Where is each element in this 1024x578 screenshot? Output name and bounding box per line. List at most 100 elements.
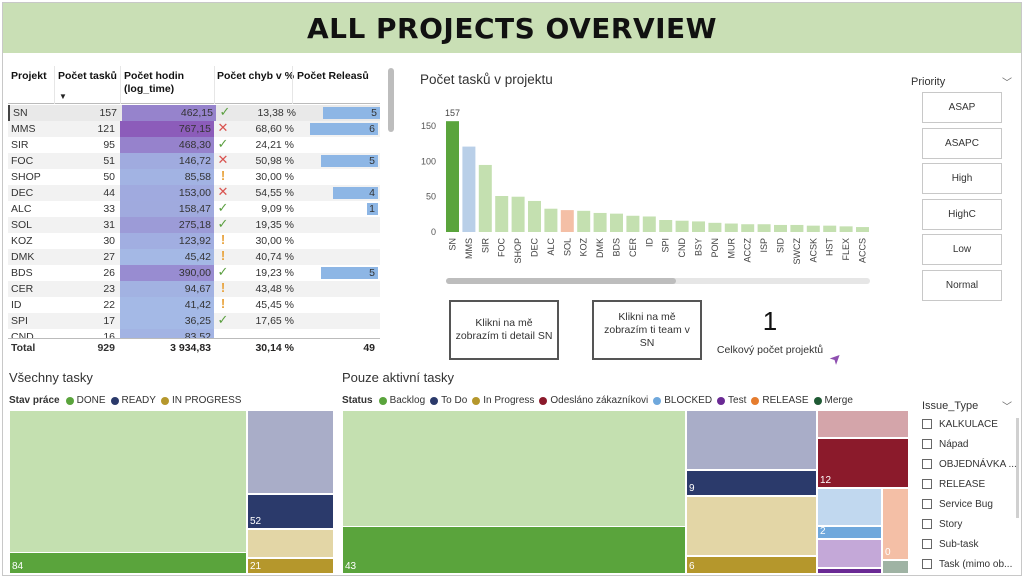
bar-accs[interactable] bbox=[856, 227, 869, 232]
bar-pon[interactable] bbox=[708, 222, 722, 232]
treemap-odeslano[interactable]: 12 bbox=[817, 438, 909, 488]
bar-cnd[interactable] bbox=[675, 220, 689, 232]
legend-item[interactable]: IN PROGRESS bbox=[160, 395, 241, 406]
priority-option-low[interactable]: Low bbox=[922, 234, 1002, 265]
priority-option-normal[interactable]: Normal bbox=[922, 269, 1002, 301]
bar-spi[interactable] bbox=[659, 220, 673, 232]
legend-item[interactable]: To Do bbox=[430, 395, 467, 406]
treemap-inprogress-active-light[interactable] bbox=[686, 496, 817, 556]
treemap-inprogress-active[interactable]: 6 bbox=[686, 556, 817, 574]
table-row[interactable]: CER 23 94,67! 43,48 % bbox=[8, 281, 380, 297]
team-sn-button[interactable]: Klikni na mě zobrazím ti team v SN bbox=[592, 300, 702, 360]
table-row[interactable]: MMS 121 767,15 ✕ 68,60 % 6 bbox=[8, 121, 380, 137]
bar-accz[interactable] bbox=[741, 224, 755, 232]
bar-shop[interactable] bbox=[511, 196, 525, 232]
treemap-ready[interactable]: 52 bbox=[247, 494, 334, 529]
table-row[interactable]: DMK 27 45,42! 40,74 % bbox=[8, 249, 380, 265]
priority-option-high[interactable]: High bbox=[922, 163, 1002, 194]
bar-alc[interactable] bbox=[544, 208, 558, 232]
table-row[interactable]: ID 22 41,42! 45,45 % bbox=[8, 297, 380, 313]
issue-type-option[interactable]: RELEASE bbox=[922, 476, 1018, 492]
legend-item[interactable]: Merge bbox=[813, 395, 853, 406]
treemap-inprogress[interactable]: 21 bbox=[247, 558, 334, 574]
table-row[interactable]: CND 16 83,52 bbox=[8, 329, 380, 338]
bar-swcz[interactable] bbox=[790, 224, 804, 232]
chart-scrollbar[interactable] bbox=[446, 278, 870, 284]
table-scrollbar[interactable] bbox=[388, 68, 394, 132]
treemap-ready-light[interactable] bbox=[247, 410, 334, 494]
checkbox[interactable] bbox=[922, 479, 932, 489]
bar-id[interactable] bbox=[642, 216, 656, 232]
issue-type-option[interactable]: Service Bug bbox=[922, 496, 1018, 512]
bar-bds[interactable] bbox=[610, 213, 623, 232]
checkbox[interactable] bbox=[922, 559, 932, 569]
legend-item[interactable]: RELEASE bbox=[751, 395, 809, 406]
col-header-tasks[interactable]: Počet tasků bbox=[58, 70, 117, 82]
treemap-done[interactable]: 84 bbox=[9, 552, 247, 574]
checkbox[interactable] bbox=[922, 419, 932, 429]
bar-sir[interactable] bbox=[478, 164, 492, 232]
bar-sol[interactable] bbox=[560, 210, 574, 232]
sort-desc-icon[interactable]: ▼ bbox=[59, 92, 67, 101]
detail-sn-button[interactable]: Klikni na mě zobrazím ti detail SN bbox=[449, 300, 559, 360]
legend-item[interactable]: READY bbox=[110, 395, 156, 406]
col-header-hours[interactable]: Počet hodin (log_time) bbox=[124, 70, 185, 95]
table-row[interactable]: SIR 95 468,30 ✓ 24,21 % bbox=[8, 137, 380, 153]
chart-scrollbar-thumb[interactable] bbox=[446, 278, 676, 284]
treemap-backlog[interactable]: 43 bbox=[342, 526, 686, 574]
legend-item[interactable]: BLOCKED bbox=[653, 395, 712, 406]
issue-type-option[interactable]: Story bbox=[922, 516, 1018, 532]
treemap-odeslano-light[interactable] bbox=[817, 410, 909, 438]
bar-dmk[interactable] bbox=[593, 212, 607, 232]
treemap-test[interactable] bbox=[817, 568, 882, 574]
table-row[interactable]: SPI 17 36,25 ✓ 17,65 % bbox=[8, 313, 380, 329]
issue-type-scrollbar[interactable] bbox=[1016, 418, 1019, 518]
checkbox[interactable] bbox=[922, 539, 932, 549]
col-header-projekt[interactable]: Projekt bbox=[11, 70, 47, 82]
bar-mur[interactable] bbox=[724, 223, 738, 232]
checkbox[interactable] bbox=[922, 459, 932, 469]
bar-flex[interactable] bbox=[839, 226, 853, 232]
priority-option-highc[interactable]: HighC bbox=[922, 198, 1002, 230]
treemap-todo[interactable]: 9 bbox=[686, 470, 817, 496]
issue-type-option[interactable]: OBJEDNÁVKA ... bbox=[922, 456, 1018, 472]
table-row[interactable]: ALC 33 158,47 ✓ 9,09 % 1 bbox=[8, 201, 380, 217]
treemap-test-light[interactable] bbox=[817, 539, 882, 568]
chevron-down-icon[interactable]: ﹀ bbox=[1002, 78, 1012, 89]
priority-option-asapc[interactable]: ASAPC bbox=[922, 127, 1002, 159]
bar-cer[interactable] bbox=[626, 215, 640, 232]
treemap-blocked-light[interactable] bbox=[817, 488, 882, 526]
table-row[interactable]: SN 157 462,15 ✓ 13,38 % 5 bbox=[8, 105, 380, 121]
checkbox[interactable] bbox=[922, 439, 932, 449]
issue-type-option[interactable]: Sub-task bbox=[922, 536, 1018, 552]
bar-isp[interactable] bbox=[757, 224, 771, 232]
legend-item[interactable]: DONE bbox=[65, 395, 106, 406]
treemap-inprogress-light[interactable] bbox=[247, 529, 334, 558]
bar-mms[interactable] bbox=[462, 146, 476, 232]
bar-dec[interactable] bbox=[528, 200, 541, 232]
treemap-release[interactable]: 0 bbox=[882, 488, 909, 560]
bar-foc[interactable] bbox=[495, 196, 509, 232]
legend-item[interactable]: Odesláno zákazníkovi bbox=[539, 395, 648, 406]
table-row[interactable]: SOL 31 275,18 ✓ 19,35 % bbox=[8, 217, 380, 233]
bar-sid[interactable] bbox=[774, 224, 787, 232]
treemap-todo-light[interactable] bbox=[686, 410, 817, 470]
table-row[interactable]: BDS 26 390,00 ✓ 19,23 % 5 bbox=[8, 265, 380, 281]
table-row[interactable]: KOZ 30 123,92! 30,00 % bbox=[8, 233, 380, 249]
legend-item[interactable]: In Progress bbox=[472, 395, 534, 406]
col-header-releases[interactable]: Počet Releasů bbox=[297, 70, 369, 82]
issue-type-option[interactable]: KALKULACE bbox=[922, 416, 1018, 432]
treemap-blocked[interactable]: 2 bbox=[817, 526, 882, 539]
bar-acsk[interactable] bbox=[806, 225, 820, 232]
bar-koz[interactable] bbox=[577, 210, 591, 232]
issue-type-option[interactable]: Task (mimo ob... bbox=[922, 556, 1018, 572]
table-row[interactable]: SHOP 50 85,58! 30,00 % bbox=[8, 169, 380, 185]
table-row[interactable]: FOC 51 146,72 ✕ 50,98 % 5 bbox=[8, 153, 380, 169]
bar-hst[interactable] bbox=[823, 225, 837, 232]
treemap-merge[interactable] bbox=[882, 560, 909, 574]
treemap-done-light[interactable] bbox=[9, 410, 247, 574]
legend-item[interactable]: Backlog bbox=[378, 395, 425, 406]
checkbox[interactable] bbox=[922, 499, 932, 509]
issue-type-option[interactable]: Nápad bbox=[922, 436, 1018, 452]
table-row[interactable]: DEC 44 153,00 ✕ 54,55 % 4 bbox=[8, 185, 380, 201]
